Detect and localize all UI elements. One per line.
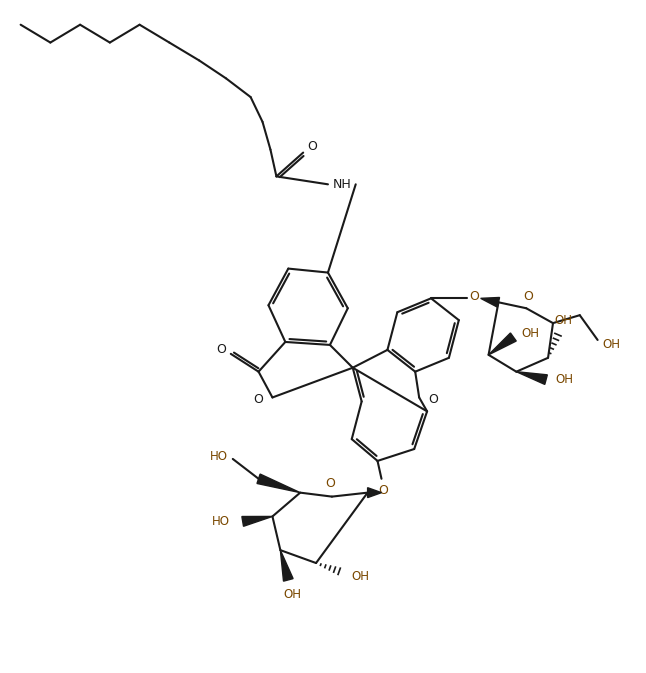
Text: O: O	[307, 140, 317, 153]
Text: OH: OH	[603, 339, 621, 351]
Text: OH: OH	[283, 588, 301, 601]
Polygon shape	[368, 488, 382, 497]
Text: O: O	[216, 343, 226, 357]
Text: OH: OH	[555, 373, 573, 386]
Polygon shape	[516, 371, 547, 384]
Text: OH: OH	[521, 326, 539, 340]
Text: O: O	[325, 477, 335, 490]
Polygon shape	[257, 474, 300, 493]
Text: OH: OH	[554, 314, 572, 326]
Polygon shape	[488, 333, 516, 355]
Text: O: O	[428, 393, 438, 406]
Polygon shape	[242, 516, 273, 526]
Polygon shape	[280, 550, 293, 581]
Text: HO: HO	[212, 515, 230, 528]
Text: OH: OH	[351, 571, 370, 583]
Text: O: O	[470, 290, 479, 303]
Polygon shape	[481, 297, 499, 307]
Text: O: O	[523, 290, 533, 303]
Text: O: O	[379, 484, 388, 497]
Text: O: O	[254, 393, 264, 406]
Text: NH: NH	[333, 178, 351, 191]
Text: HO: HO	[210, 450, 228, 464]
